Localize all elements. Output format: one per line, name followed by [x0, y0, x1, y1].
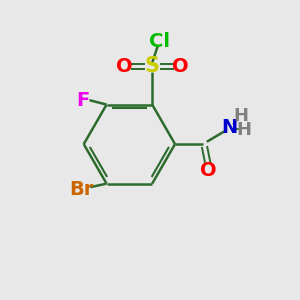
Text: Cl: Cl — [149, 32, 170, 51]
Text: S: S — [145, 56, 160, 76]
Text: H: H — [233, 107, 248, 125]
Text: F: F — [76, 91, 90, 110]
Text: H: H — [236, 121, 251, 139]
Text: Br: Br — [69, 180, 94, 199]
Text: O: O — [116, 57, 133, 76]
Text: N: N — [221, 118, 238, 137]
Text: O: O — [200, 161, 216, 180]
Text: O: O — [172, 57, 188, 76]
